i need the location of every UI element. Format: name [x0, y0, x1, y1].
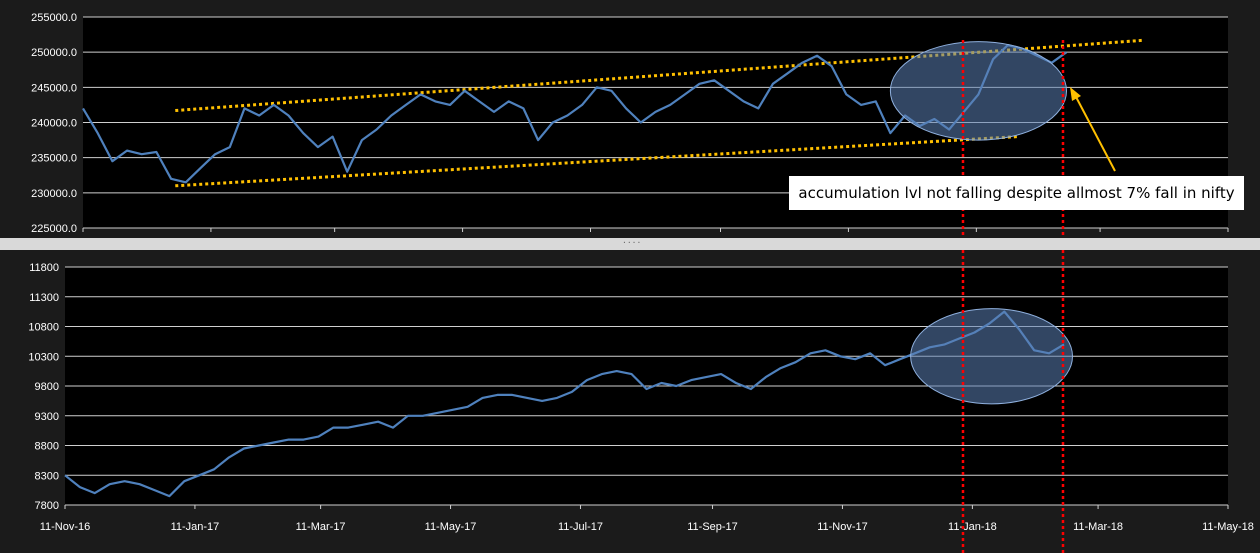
- y-tick-label: 235000.0: [31, 153, 77, 165]
- annotation-callout: accumulation lvl not falling despite all…: [789, 176, 1244, 210]
- y-tick-label: 8800: [35, 441, 59, 453]
- x-tick-label: 11-Nov-17: [817, 521, 868, 533]
- x-tick-label: 11-Sep-17: [687, 521, 738, 533]
- y-tick-label: 230000.0: [31, 188, 77, 200]
- x-tick-label: 11-May-17: [425, 521, 477, 533]
- y-tick-label: 7800: [35, 500, 59, 512]
- y-tick-label: 10300: [28, 351, 59, 363]
- x-tick-label: 11-Jan-18: [948, 521, 997, 533]
- top-chart: 225000.0 230000.0 235000.0 240000.0 245000.0…: [0, 0, 1260, 259]
- y-tick-label: 9800: [35, 381, 59, 393]
- y-tick-label: 9300: [35, 411, 59, 423]
- bottom-chart: 7800 8300 8800 9300 9800 10300 10800 11300 11800…: [0, 250, 1260, 553]
- y-tick-label: 225000.0: [31, 223, 77, 235]
- y-tick-label: 10800: [28, 322, 59, 334]
- x-tick-label: 11-May-18: [1202, 521, 1254, 533]
- highlight-ellipse: [910, 308, 1074, 405]
- y-tick-label: 11300: [29, 292, 59, 304]
- x-tick-label: 11-Mar-17: [296, 521, 346, 533]
- annotation-arrow: [1070, 87, 1116, 172]
- y-tick-label: 245000.0: [31, 82, 77, 94]
- y-tick-label: 8300: [35, 470, 59, 482]
- splitter-grip[interactable]: ····: [622, 238, 642, 247]
- y-tick-label: 255000.0: [31, 12, 77, 24]
- x-tick-label: 11-Nov-16: [40, 521, 91, 533]
- y-tick-label: 250000.0: [31, 47, 77, 59]
- x-tick-label: 11-Jan-17: [171, 521, 220, 533]
- x-tick-label: 11-Mar-18: [1073, 521, 1123, 533]
- x-tick-label: 11-Jul-17: [558, 521, 603, 533]
- series-line: [82, 43, 1068, 184]
- y-tick-label: 240000.0: [31, 118, 77, 130]
- pane-splitter[interactable]: ····: [0, 238, 1260, 250]
- trendline: [175, 135, 1019, 188]
- series-line: [64, 310, 1065, 498]
- highlight-ellipse: [889, 41, 1068, 141]
- date-marker-lines: [961, 40, 1065, 553]
- arrow-shaft: [1074, 94, 1116, 172]
- arrow-head: [1070, 87, 1081, 101]
- y-tick-label: 11800: [29, 262, 59, 274]
